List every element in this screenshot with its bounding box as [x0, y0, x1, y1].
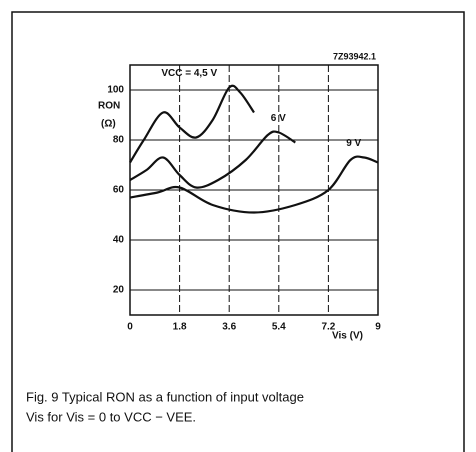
caption: Fig. 9 Typical RON as a function of inpu…: [26, 389, 304, 404]
x-axis-label: Vis (V): [332, 331, 363, 342]
y-tick-label: 80: [113, 135, 125, 146]
figure-code: 7Z93942.1: [333, 51, 376, 61]
y-tick-label: 40: [113, 235, 125, 246]
x-tick-label: 7.2: [321, 322, 335, 333]
frame: [11, 11, 465, 452]
series-label: 9 V: [346, 138, 361, 149]
curve: [129, 84, 255, 164]
y-tick-label: 60: [113, 185, 125, 196]
y-axis-label: RON: [98, 101, 120, 112]
series-label: VCC = 4,5 V: [161, 68, 217, 79]
y-tick-label: 100: [107, 85, 124, 96]
y-axis-unit: (Ω): [101, 119, 116, 130]
x-tick-label: 1.8: [173, 322, 187, 333]
series-label: 6 V: [271, 113, 286, 124]
curve: [129, 155, 379, 214]
x-tick-label: 9: [375, 322, 381, 333]
curve: [129, 130, 296, 189]
x-tick-label: 5.4: [272, 322, 286, 333]
y-tick-label: 20: [113, 285, 125, 296]
x-tick-label: 3.6: [222, 322, 236, 333]
x-tick-label: 0: [127, 322, 133, 333]
caption: Vis for Vis = 0 to VCC − VEE.: [26, 409, 196, 424]
